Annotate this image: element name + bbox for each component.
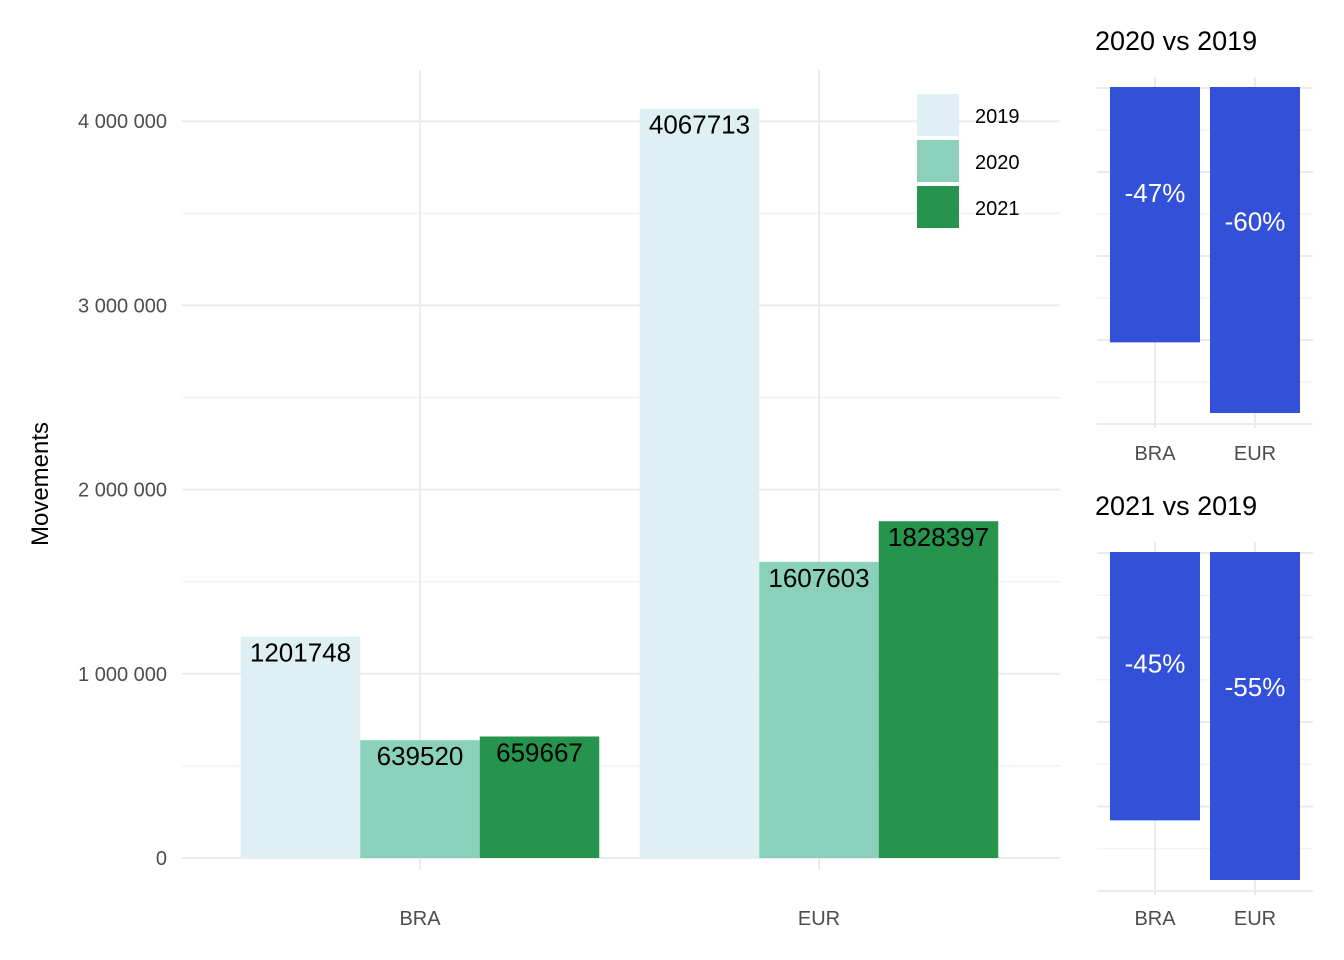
bar-value-label: 1201748 <box>250 638 351 668</box>
legend-label: 2020 <box>975 152 1020 174</box>
y-tick-label: 4 000 000 <box>78 111 167 133</box>
bar-bra <box>1110 87 1200 343</box>
x-tick-label: BRA <box>1134 443 1176 465</box>
panel-2021-x-tick-labels: BRA EUR <box>1134 908 1276 930</box>
panel-2020-labels: -47% -60% <box>1125 178 1286 236</box>
panel-2021-vs-2019: 2021 vs 2019 -45% -55% BRA EUR <box>1095 491 1313 930</box>
bar-value-label: 659667 <box>496 737 583 767</box>
bar-bra-2019 <box>240 636 361 858</box>
bar-bra-2021 <box>479 736 600 858</box>
bar-eur <box>1210 87 1300 413</box>
bar-value-label: 4067713 <box>649 110 750 140</box>
percent-label: -45% <box>1125 648 1186 678</box>
bar-eur-2020 <box>759 561 879 858</box>
y-tick-label: 0 <box>156 848 167 870</box>
bar-eur <box>1210 552 1300 880</box>
legend-key-2020 <box>917 140 959 182</box>
main-bar-labels: 1201748 639520 659667 4067713 1607603 1828397 <box>250 110 989 771</box>
legend-label: 2021 <box>975 198 1020 220</box>
panel-title-2020-vs-2019: 2020 vs 2019 <box>1095 26 1257 56</box>
bar-value-label: 1828397 <box>888 522 989 552</box>
x-tick-label: BRA <box>399 908 441 930</box>
panel-2021-bars <box>1110 552 1300 880</box>
legend-key-2021 <box>917 186 959 228</box>
x-tick-label: EUR <box>1234 908 1276 930</box>
main-bars <box>240 108 999 858</box>
panel-2020-bars <box>1110 87 1300 413</box>
panel-title-2021-vs-2019: 2021 vs 2019 <box>1095 491 1257 521</box>
y-axis-title: Movements <box>27 422 54 546</box>
main-y-tick-labels: 0 1 000 000 2 000 000 3 000 000 4 000 000 <box>78 111 167 870</box>
bar-bra-2020 <box>360 740 480 858</box>
percent-label: -47% <box>1125 178 1186 208</box>
y-tick-label: 3 000 000 <box>78 295 167 317</box>
panel-2020-vs-2019: 2020 vs 2019 -47% -60% BRA EUR <box>1095 26 1313 465</box>
panel-2020-x-tick-labels: BRA EUR <box>1134 443 1276 465</box>
legend-key-2019 <box>917 94 959 136</box>
bar-value-label: 1607603 <box>768 563 869 593</box>
main-bar-chart: 1201748 639520 659667 4067713 1607603 1828397… <box>27 70 1060 930</box>
panel-2021-labels: -45% -55% <box>1125 648 1286 702</box>
percent-label: -55% <box>1225 672 1286 702</box>
bar-eur-2019 <box>639 108 760 858</box>
legend: 2019 2020 2021 <box>917 94 1020 228</box>
x-tick-label: EUR <box>1234 443 1276 465</box>
bar-eur-2021 <box>878 521 999 858</box>
y-tick-label: 2 000 000 <box>78 480 167 502</box>
legend-label: 2019 <box>975 106 1020 128</box>
bar-value-label: 639520 <box>377 741 464 771</box>
x-tick-label: BRA <box>1134 908 1176 930</box>
y-tick-label: 1 000 000 <box>78 664 167 686</box>
x-tick-label: EUR <box>798 908 840 930</box>
main-x-tick-labels: BRA EUR <box>399 908 840 930</box>
percent-label: -60% <box>1225 206 1286 236</box>
bar-bra <box>1110 552 1200 821</box>
